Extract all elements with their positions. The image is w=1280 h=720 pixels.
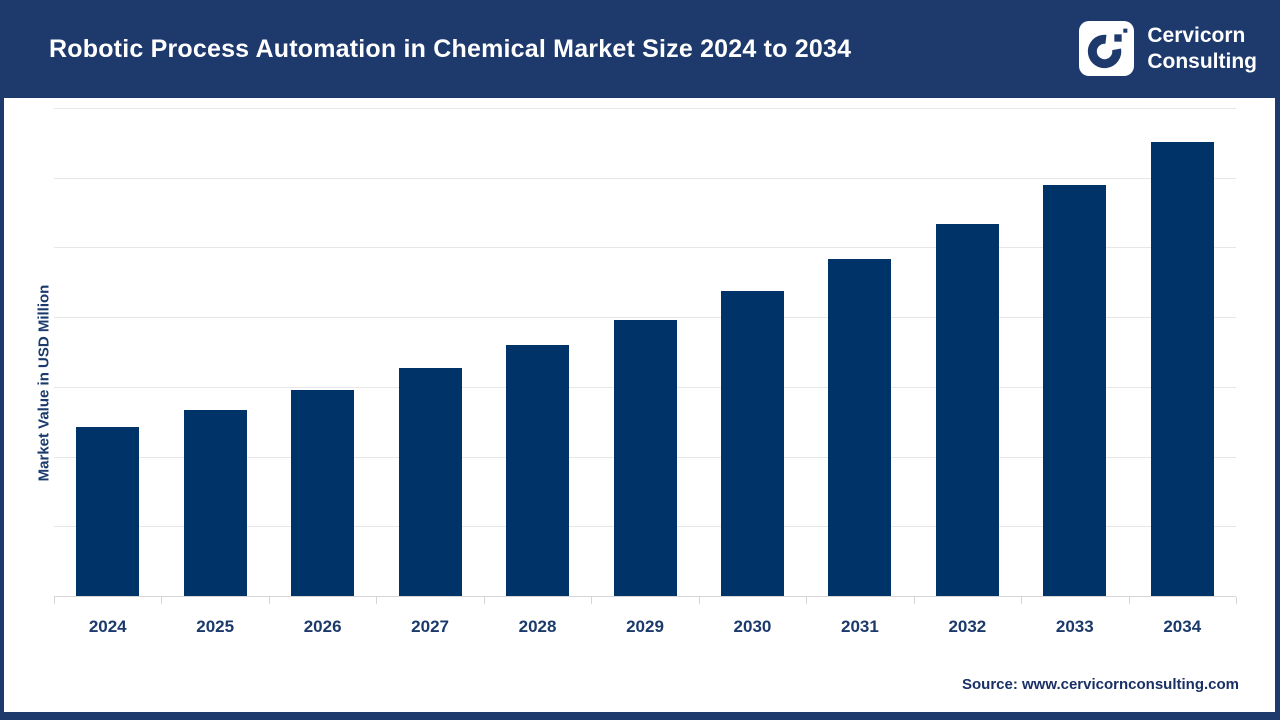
x-axis-label-2030: 2030: [733, 617, 772, 636]
cervicorn-c-icon: [1079, 21, 1135, 76]
x-axis-label-2025: 2025: [196, 617, 235, 636]
x-axis-tick: [913, 597, 915, 604]
x-axis-tick: [591, 597, 593, 604]
x-axis-label-2034: 2034: [1163, 617, 1202, 636]
gridline: [54, 317, 1236, 319]
bar-2030: [720, 290, 784, 596]
bar-2025: [183, 409, 247, 596]
bar-2031: [828, 258, 892, 596]
bar-2028: [506, 345, 570, 596]
x-axis-tick: [483, 597, 485, 604]
bar-2033: [1043, 185, 1107, 596]
brand-name-line1: Cervicorn: [1147, 23, 1246, 47]
source-credit: Source: www.cervicornconsulting.com: [961, 676, 1239, 693]
x-axis-tick: [1021, 597, 1023, 604]
bar-2027: [398, 368, 462, 596]
y-axis-title: Market Value in USD Million: [35, 284, 53, 482]
brand-logo: Cervicorn Consulting: [1079, 21, 1257, 76]
page-title: Robotic Process Automation in Chemical M…: [49, 34, 852, 63]
x-axis-tick: [1236, 597, 1237, 604]
x-axis-tick: [268, 597, 270, 604]
x-axis-tick: [161, 597, 163, 604]
x-axis-label-2031: 2031: [840, 617, 879, 636]
x-axis-label-2033: 2033: [1055, 617, 1094, 636]
bar-2032: [935, 223, 999, 596]
bar-2024: [76, 426, 140, 596]
x-axis-label-2026: 2026: [303, 617, 342, 636]
bar-2034: [1150, 142, 1214, 596]
bar-2026: [291, 390, 355, 596]
x-axis-tick: [698, 597, 700, 604]
gridline: [54, 177, 1236, 179]
x-axis-label-2028: 2028: [518, 617, 557, 636]
x-axis-label-2027: 2027: [411, 617, 449, 636]
bar-2029: [613, 319, 677, 596]
x-axis-tick: [1128, 597, 1130, 604]
brand-name: Cervicorn Consulting: [1147, 23, 1257, 75]
x-axis-tick: [376, 597, 378, 604]
x-axis-tick: [54, 597, 55, 604]
gridline: [54, 247, 1236, 249]
brand-name-line2: Consulting: [1147, 49, 1257, 73]
gridline: [54, 108, 1236, 109]
header-band: Robotic Process Automation in Chemical M…: [4, 0, 1275, 98]
x-axis-label-2024: 2024: [88, 617, 127, 636]
x-axis-label-2032: 2032: [948, 617, 987, 636]
x-axis-tick: [806, 597, 808, 604]
x-axis-line: [54, 596, 1236, 597]
x-axis-label-2029: 2029: [626, 617, 664, 636]
